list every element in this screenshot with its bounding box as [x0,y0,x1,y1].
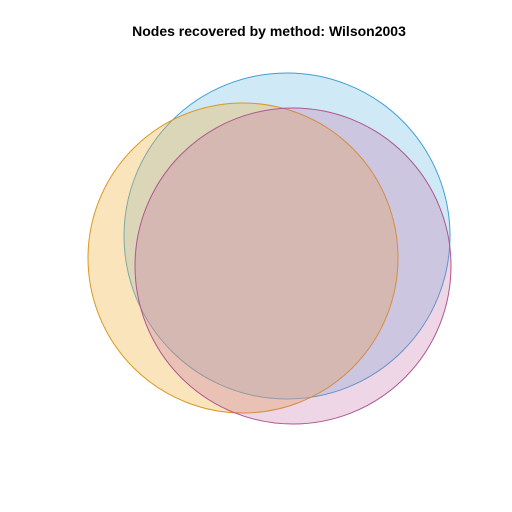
plot-title: Nodes recovered by method: Wilson2003 [132,23,406,39]
venn-circle-pink [134,107,452,425]
venn-circle-blue [123,72,451,400]
venn-circle-orange [87,102,399,414]
